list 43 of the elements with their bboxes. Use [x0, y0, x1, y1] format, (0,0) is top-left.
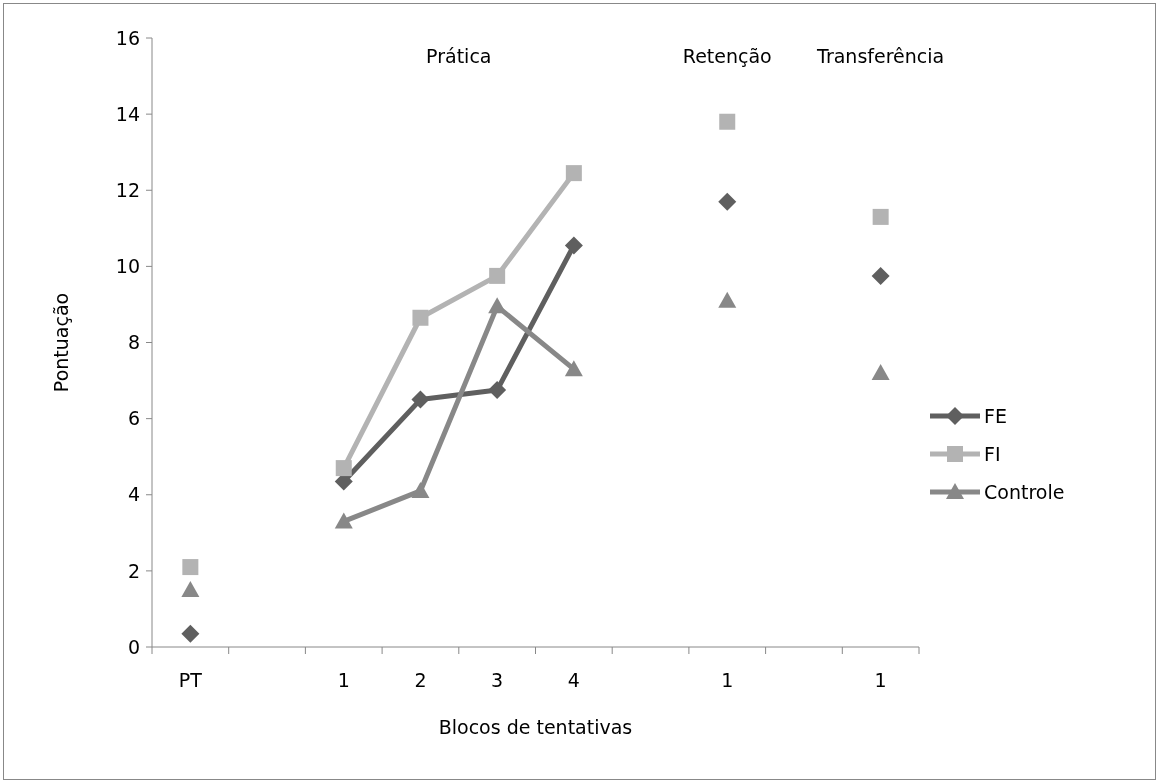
x-axis-title: Blocos de tentativas: [438, 716, 633, 738]
point: [411, 481, 430, 498]
x-tick-label: 2: [414, 669, 427, 691]
x-tick-label: PT: [178, 669, 203, 691]
x-tick-label: 1: [337, 669, 350, 691]
point: [335, 460, 352, 477]
point: [564, 236, 583, 255]
point: [334, 512, 353, 529]
annotation: Retenção: [682, 45, 772, 67]
annotation: Prática: [426, 45, 492, 67]
legend-label: FI: [984, 442, 1001, 465]
point: [718, 291, 737, 308]
point: [489, 267, 506, 284]
y-tick-label: 0: [127, 635, 140, 658]
y-tick-label: 14: [115, 102, 140, 125]
legend-label: FE: [984, 404, 1007, 427]
y-tick-label: 4: [127, 483, 140, 506]
x-tick-label: 4: [567, 669, 580, 691]
point: [182, 559, 199, 576]
point: [871, 266, 890, 285]
x-tick-label: 1: [721, 669, 734, 691]
y-tick-label: 16: [115, 26, 140, 49]
y-tick-label: 6: [127, 407, 140, 430]
y-tick-label: 8: [127, 331, 140, 354]
point: [871, 363, 890, 380]
point: [565, 165, 582, 182]
point: [872, 208, 889, 225]
annotation: Transferência: [816, 45, 945, 67]
y-tick-label: 10: [115, 255, 140, 278]
point: [564, 360, 583, 377]
point: [181, 624, 200, 643]
point: [411, 390, 430, 409]
x-tick-label: 3: [491, 669, 504, 691]
point: [488, 381, 507, 400]
y-axis-title: Pontuação: [50, 292, 72, 393]
legend-label: Controle: [984, 480, 1065, 503]
x-tick-label: 1: [874, 669, 887, 691]
y-tick-label: 12: [115, 178, 140, 201]
point: [719, 113, 736, 130]
point: [181, 580, 200, 597]
point: [412, 309, 429, 326]
point: [718, 192, 737, 211]
y-tick-label: 2: [127, 559, 140, 582]
